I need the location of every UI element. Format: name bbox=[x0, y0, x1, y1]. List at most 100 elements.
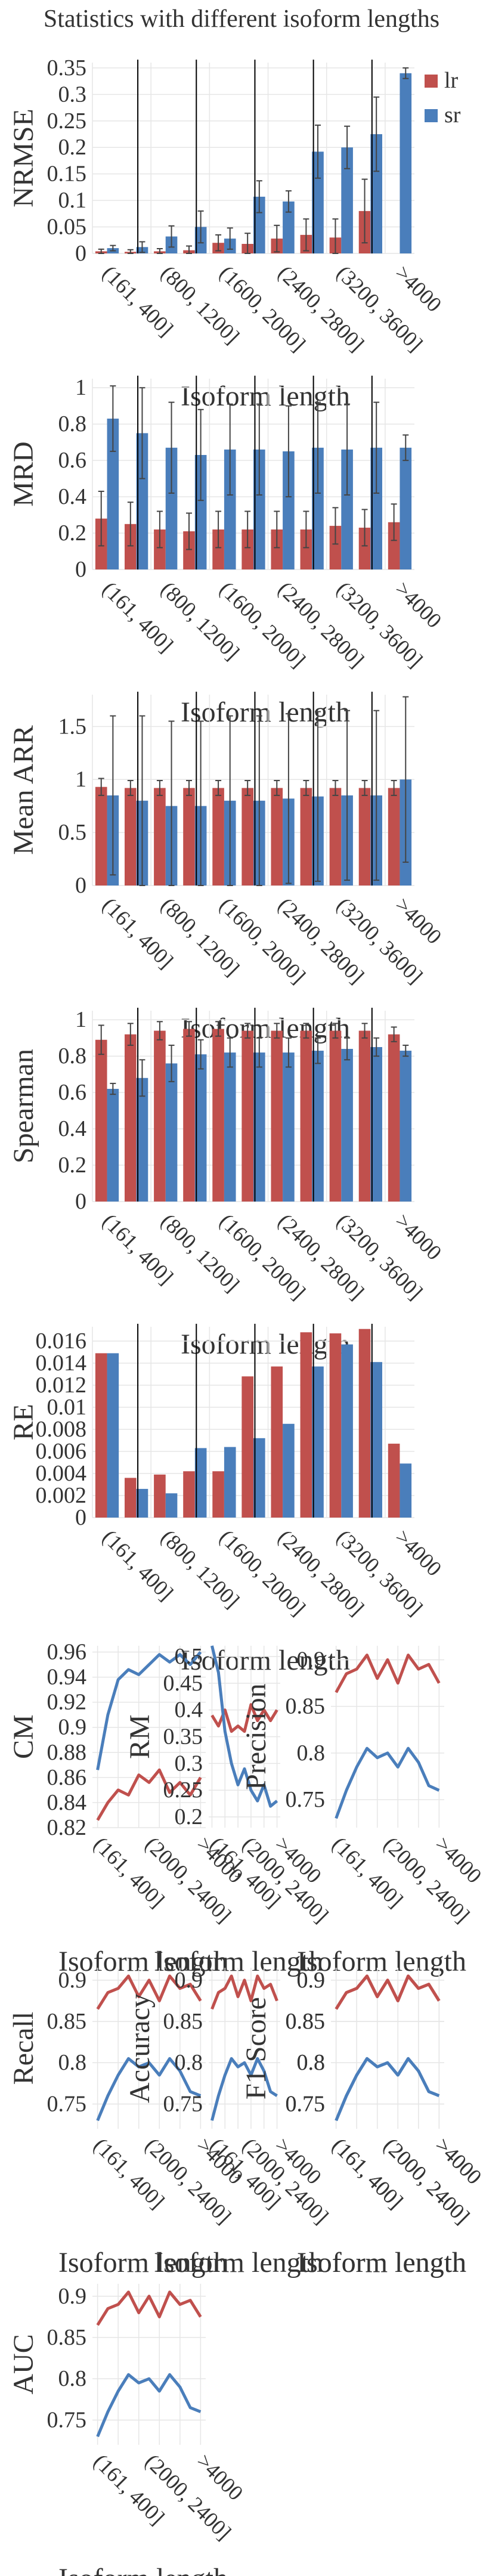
bar-sr bbox=[194, 1448, 207, 1518]
line-lr bbox=[96, 2290, 202, 2326]
bar-sr bbox=[253, 1438, 265, 1518]
x-axis-title: Isoform length bbox=[181, 1013, 350, 1044]
bar-sr bbox=[107, 1089, 119, 1202]
bar-lr bbox=[154, 529, 166, 569]
bar-lr bbox=[300, 1332, 312, 1518]
y-axis-title: Precision bbox=[240, 1683, 272, 1790]
y-tick-label: 0.9 bbox=[297, 1968, 326, 1993]
y-tick-label: 0.9 bbox=[58, 1715, 87, 1740]
bar-lr bbox=[388, 1444, 400, 1518]
y-axis-title: Recall bbox=[8, 2012, 39, 2085]
x-axis-title: Isoform length bbox=[297, 1946, 466, 1977]
bar-sr bbox=[312, 151, 324, 253]
y-tick-label: 0.8 bbox=[58, 1044, 87, 1069]
bar-sr bbox=[194, 455, 207, 569]
bar-lr bbox=[95, 1039, 107, 1202]
bar-sr bbox=[107, 1353, 119, 1518]
y-axis-title: CM bbox=[8, 1714, 39, 1759]
x-axis-title: Isoform length bbox=[58, 1946, 228, 1977]
x-axis-title: Isoform length bbox=[154, 2247, 323, 2278]
x-axis-title: Isoform length bbox=[58, 2247, 228, 2278]
y-tick-label: 0.6 bbox=[58, 1080, 87, 1105]
y-tick-label: 0.15 bbox=[47, 162, 87, 187]
bar-sr bbox=[370, 1046, 382, 1202]
bar-sr bbox=[224, 1447, 236, 1518]
bar-sr bbox=[312, 447, 324, 569]
bar-sr bbox=[400, 447, 412, 569]
line-sr bbox=[335, 2057, 440, 2122]
bar-sr bbox=[224, 449, 236, 569]
bar-sr bbox=[341, 147, 353, 253]
x-tick-label: >4000 bbox=[391, 1525, 447, 1581]
bar-lr bbox=[358, 1030, 371, 1202]
y-tick-label: 0.1 bbox=[58, 188, 87, 213]
y-tick-label: 0.9 bbox=[58, 2284, 87, 2309]
bar-sr bbox=[283, 201, 295, 253]
y-tick-label: 0.016 bbox=[36, 1329, 87, 1354]
panel-nrmse: 00.050.10.150.20.250.30.35(161, 400](800… bbox=[8, 55, 447, 412]
x-axis-title: Isoform length bbox=[181, 1645, 350, 1676]
bar-lr bbox=[154, 1030, 166, 1202]
bar-lr bbox=[300, 529, 312, 569]
bar-lr bbox=[95, 1353, 107, 1518]
x-axis-title: Isoform length bbox=[58, 2563, 228, 2576]
y-axis-title: F1 Score bbox=[240, 1997, 272, 2100]
y-tick-label: 0.35 bbox=[163, 1724, 203, 1750]
legend: lr sr bbox=[425, 68, 461, 128]
y-axis-title: NRMSE bbox=[8, 109, 39, 207]
y-tick-label: 0 bbox=[75, 1189, 86, 1214]
line-sr bbox=[96, 2057, 202, 2122]
y-tick-label: 0.004 bbox=[36, 1461, 87, 1486]
x-axis-title: Isoform length bbox=[297, 2247, 466, 2278]
panel-mean_arr: 00.511.5(161, 400](800, 1200](1600, 2000… bbox=[8, 692, 447, 1044]
panel-mrd: 00.20.40.60.81(161, 400](800, 1200](1600… bbox=[8, 375, 447, 728]
y-tick-label: 0.9 bbox=[297, 1968, 326, 1993]
y-tick-label: 0.4 bbox=[175, 1698, 203, 1723]
y-tick-label: 0.75 bbox=[286, 2091, 326, 2116]
bar-lr bbox=[212, 1029, 224, 1202]
bar-sr bbox=[165, 1493, 178, 1518]
bar-lr bbox=[329, 1030, 342, 1202]
line-sr bbox=[96, 1651, 202, 1770]
bar-lr bbox=[358, 527, 371, 569]
y-tick-label: 0.75 bbox=[286, 1787, 326, 1812]
y-tick-label: 0.85 bbox=[286, 2009, 326, 2034]
bar-lr bbox=[271, 788, 283, 886]
bar-sr bbox=[224, 1052, 236, 1202]
bar-lr bbox=[95, 787, 107, 886]
bar-lr bbox=[271, 529, 283, 569]
bar-lr bbox=[271, 1366, 283, 1518]
bar-lr bbox=[212, 1471, 224, 1518]
line-sr bbox=[210, 2057, 278, 2121]
bar-sr bbox=[283, 1423, 295, 1518]
legend-swatch-lr bbox=[425, 75, 438, 88]
panel-recall2: 0.750.80.850.9(161, 400](2000, 2400]>400… bbox=[286, 1968, 483, 2278]
bar-sr bbox=[400, 1463, 412, 1518]
panel-auc: 0.750.80.850.9(161, 400](2000, 2400]>400… bbox=[8, 2284, 248, 2576]
bar-lr bbox=[329, 1333, 342, 1518]
panel-spearman: 00.20.40.60.81(161, 400](800, 1200](1600… bbox=[8, 1007, 447, 1360]
y-tick-label: 0.008 bbox=[36, 1417, 87, 1442]
y-tick-label: 0.94 bbox=[47, 1665, 87, 1690]
y-tick-label: 0.002 bbox=[36, 1483, 87, 1508]
bar-lr bbox=[154, 1474, 166, 1518]
bar-sr bbox=[253, 1052, 265, 1202]
y-tick-label: 0.45 bbox=[163, 1671, 203, 1696]
y-axis-title: MRD bbox=[8, 441, 39, 506]
y-tick-label: 0.4 bbox=[58, 1116, 87, 1141]
y-tick-label: 0.2 bbox=[58, 1153, 87, 1178]
y-tick-label: 0.3 bbox=[175, 1751, 203, 1776]
bar-sr bbox=[253, 196, 265, 253]
y-tick-label: 1 bbox=[75, 767, 86, 792]
bar-sr bbox=[253, 449, 265, 569]
bar-sr bbox=[136, 1488, 148, 1518]
figure-title: Statistics with different isoform length… bbox=[43, 5, 440, 33]
bar-sr bbox=[370, 134, 382, 253]
line-lr bbox=[96, 1768, 202, 1821]
x-axis-title: Isoform length bbox=[154, 1946, 323, 1977]
y-tick-label: 0.8 bbox=[175, 2050, 203, 2075]
y-tick-label: 0.8 bbox=[58, 2050, 87, 2075]
bar-sr bbox=[283, 451, 295, 569]
y-tick-label: 0.05 bbox=[47, 215, 87, 240]
